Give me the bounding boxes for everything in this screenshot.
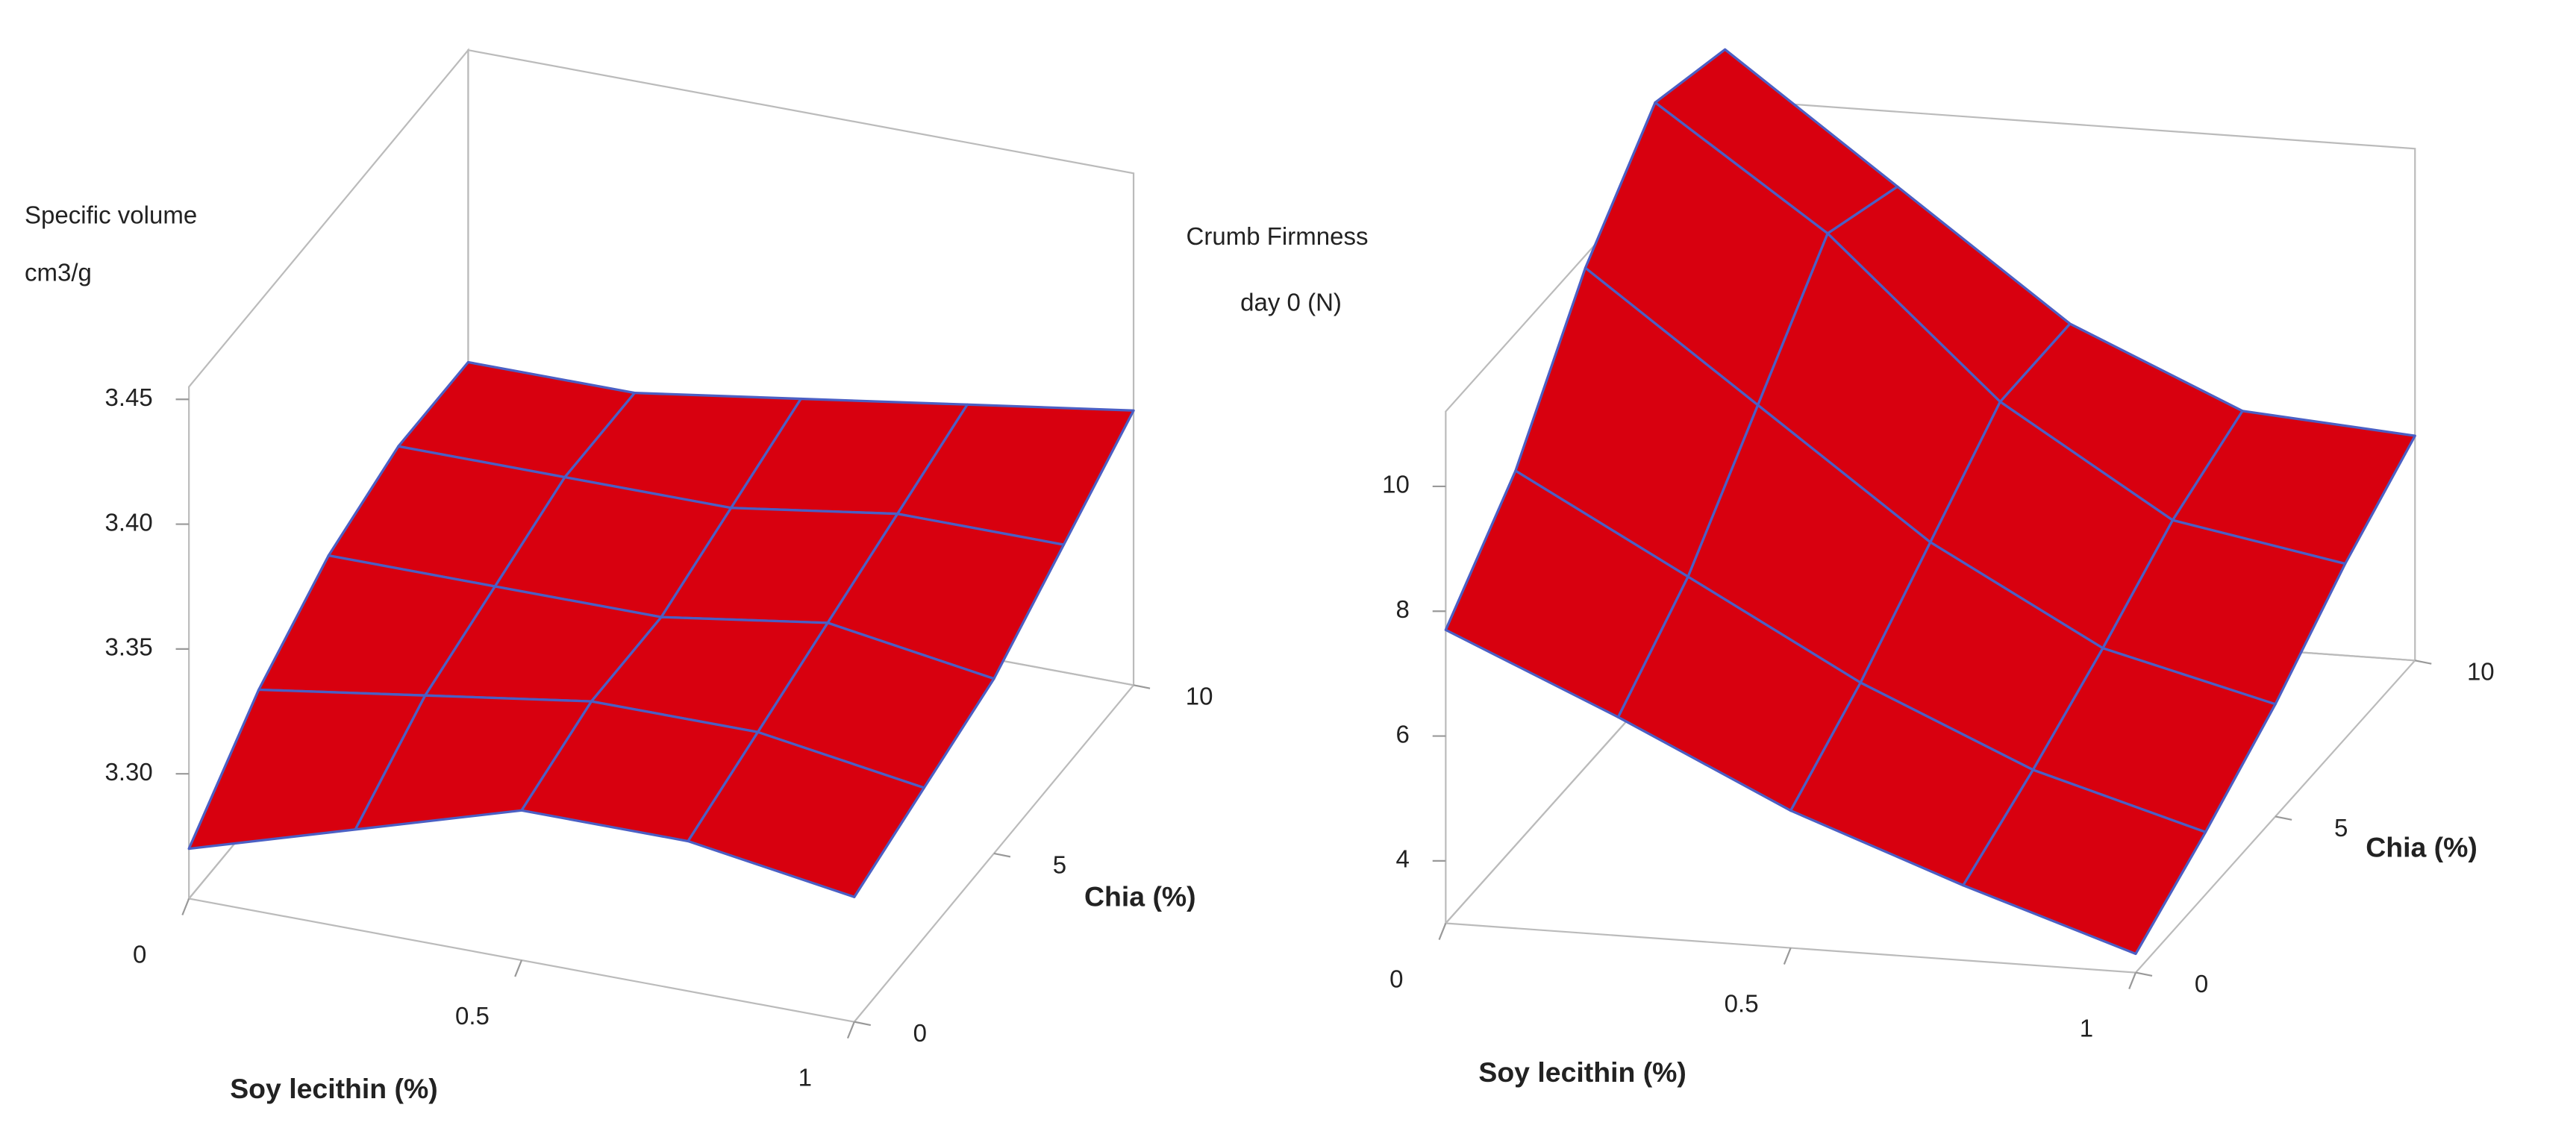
surface-patch xyxy=(1962,768,2207,956)
z-tick-label: 3.45 xyxy=(104,383,152,411)
x-tick xyxy=(181,898,190,915)
z-tick-label: 3.40 xyxy=(104,508,152,536)
z-axis-label: Specific volume xyxy=(25,201,197,229)
y-tick-label: 10 xyxy=(2467,658,2495,686)
y-tick xyxy=(854,1021,872,1027)
y-tick xyxy=(993,852,1011,858)
x-tick-label: 0.5 xyxy=(455,1002,490,1030)
y-axis-label: Chia (%) xyxy=(1084,880,1196,912)
x-tick xyxy=(846,1021,855,1039)
z-axis-label: day 0 (N) xyxy=(1240,288,1342,316)
z-axis-label: cm3/g xyxy=(25,259,92,286)
z-tick-label: 10 xyxy=(1382,471,1410,498)
z-tick-label: 8 xyxy=(1396,595,1410,623)
z-tick-label: 3.35 xyxy=(104,633,152,661)
y-tick-label: 0 xyxy=(913,1019,927,1047)
x-tick xyxy=(514,959,523,977)
x-tick xyxy=(1783,948,1792,965)
z-tick-label: 6 xyxy=(1396,720,1410,748)
y-tick xyxy=(1133,684,1151,689)
y-tick xyxy=(2135,971,2153,977)
y-axis-label: Chia (%) xyxy=(2366,831,2477,862)
x-axis-label: Soy lecithin (%) xyxy=(230,1073,438,1104)
surface-patch xyxy=(687,730,926,898)
x-tick-label: 1 xyxy=(798,1063,812,1091)
y-tick-label: 5 xyxy=(1053,851,1066,878)
x-tick-label: 0 xyxy=(133,940,146,968)
y-tick-label: 10 xyxy=(1186,683,1213,710)
x-axis-label: Soy lecithin (%) xyxy=(1478,1056,1686,1088)
x-tick-label: 0 xyxy=(1389,965,1403,992)
z-tick-label: 4 xyxy=(1396,845,1410,873)
y-tick xyxy=(2275,815,2292,821)
y-tick-label: 5 xyxy=(2334,814,2348,842)
y-tick-label: 0 xyxy=(2195,970,2208,997)
x-tick-label: 0.5 xyxy=(1725,989,1759,1017)
y-tick xyxy=(2415,660,2432,665)
x-tick-label: 1 xyxy=(2080,1014,2093,1042)
z-tick-label: 3.30 xyxy=(104,758,152,786)
x-tick xyxy=(1438,923,1447,940)
x-tick xyxy=(2128,972,2137,990)
z-axis-label: Crumb Firmness xyxy=(1187,222,1369,250)
